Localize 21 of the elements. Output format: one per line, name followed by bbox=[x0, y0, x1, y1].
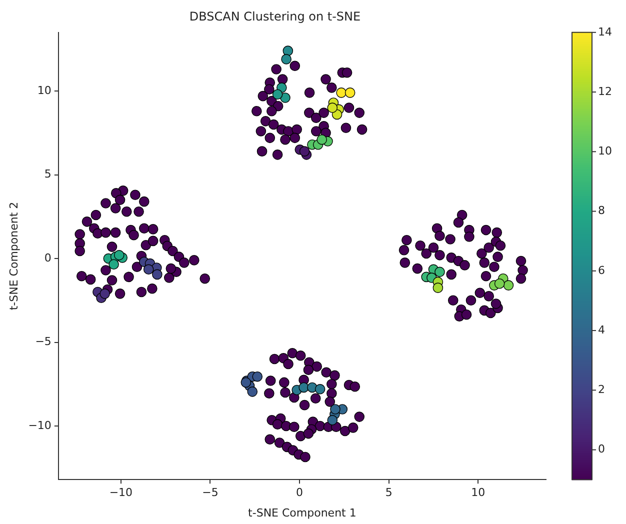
color-bar-label: 14 bbox=[598, 25, 612, 38]
x-tick-label: −5 bbox=[202, 486, 218, 500]
x-tick-label: 5 bbox=[385, 486, 392, 500]
color-bar-label: 10 bbox=[598, 144, 612, 158]
y-tick-label: 5 bbox=[44, 168, 52, 181]
x-tick-label: 10 bbox=[471, 486, 486, 500]
color-bar-label: 12 bbox=[598, 84, 612, 98]
x-tick-label: 0 bbox=[296, 486, 304, 500]
color-bar-label: 4 bbox=[598, 323, 605, 336]
x-axis-title: t-SNE Component 1 bbox=[248, 506, 356, 520]
color-bar-label: 0 bbox=[598, 442, 605, 456]
y-tick-label: 10 bbox=[37, 84, 52, 97]
chart-title: DBSCAN Clustering on t-SNE bbox=[189, 9, 361, 24]
y-tick-label: 0 bbox=[44, 251, 52, 264]
color-bar-label: 8 bbox=[598, 204, 605, 218]
color-bar-label: 2 bbox=[598, 383, 605, 396]
y-tick-label: −5 bbox=[35, 335, 52, 348]
y-axis-title: t-SNE Component 2 bbox=[7, 202, 20, 310]
y-tick-label: −10 bbox=[28, 418, 52, 432]
color-bar-label: 6 bbox=[598, 264, 605, 277]
x-tick-label: −10 bbox=[109, 486, 133, 500]
